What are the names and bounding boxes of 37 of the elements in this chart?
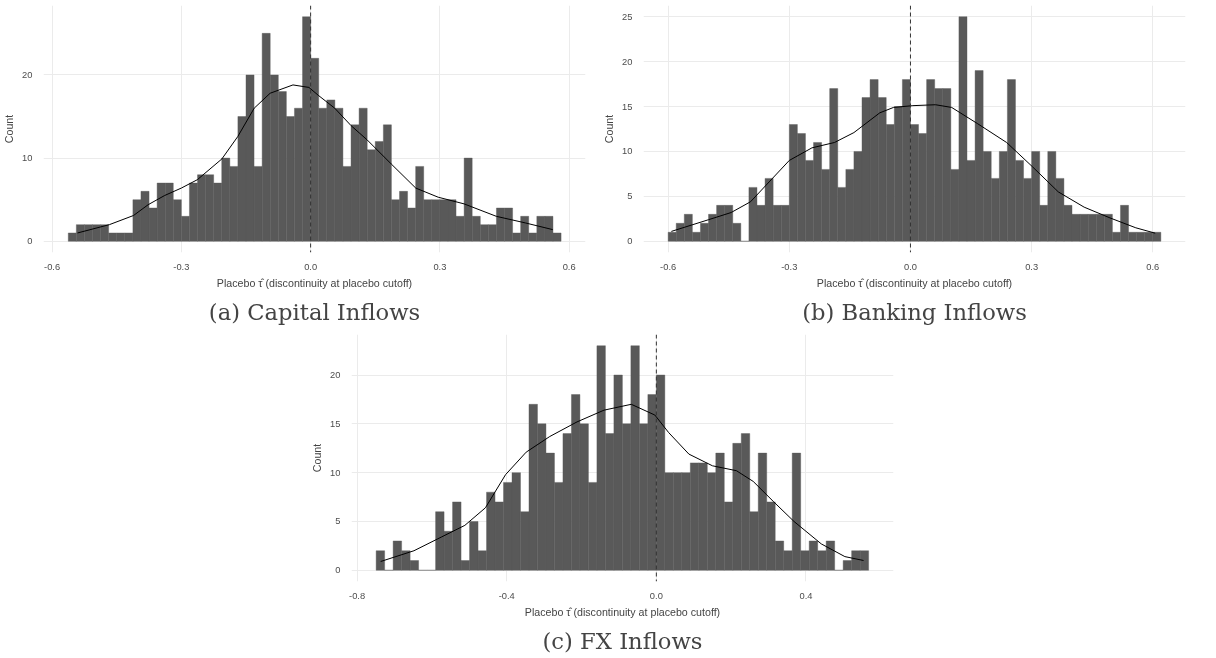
x-tick-label: -0.6 <box>44 261 61 272</box>
y-tick-label: 15 <box>330 418 341 429</box>
y-tick-label: 10 <box>22 153 33 164</box>
x-tick-label: 0.6 <box>562 261 576 272</box>
y-tick-label: 15 <box>622 101 633 112</box>
x-axis-title: Placebo τ̂ (discontinuity at placebo cutoff) <box>524 605 721 618</box>
y-tick-label: 10 <box>622 146 633 157</box>
y-tick-label: 20 <box>622 56 633 67</box>
x-tick-label: 0.3 <box>1025 261 1039 272</box>
y-tick-label: 20 <box>330 370 341 381</box>
x-axis-title: Placebo τ̂ (discontinuity at placebo cutoff) <box>816 276 1013 289</box>
x-tick-label: 0.0 <box>903 261 917 272</box>
y-tick-label: 5 <box>335 516 341 527</box>
x-tick-label: 0.0 <box>649 590 663 601</box>
x-tick-label: -0.3 <box>173 261 190 272</box>
y-tick-label: 20 <box>22 69 33 80</box>
x-tick-label: -0.3 <box>781 261 798 272</box>
x-tick-label: -0.4 <box>498 590 515 601</box>
y-axis-title: Count <box>3 114 16 144</box>
x-axis-title: Placebo τ̂ (discontinuity at placebo cutoff) <box>216 276 413 289</box>
y-tick-label: 5 <box>627 191 633 202</box>
x-tick-label: 0.0 <box>304 261 318 272</box>
x-tick-label: -0.8 <box>349 590 366 601</box>
x-tick-label: 0.4 <box>799 590 813 601</box>
x-tick-label: 0.3 <box>433 261 447 272</box>
x-tick-label: -0.6 <box>660 261 677 272</box>
y-axis-title: Count <box>311 443 324 473</box>
y-tick-label: 25 <box>622 11 633 22</box>
y-tick-label: 0 <box>627 236 633 247</box>
text: (a) Capital Inflows <box>208 298 421 325</box>
y-axis-title: Count <box>603 114 616 144</box>
text: (b) Banking Inflows <box>802 298 1027 325</box>
y-tick-label: 0 <box>335 565 341 576</box>
y-tick-label: 10 <box>330 467 341 478</box>
text: (c) FX Inflows <box>542 627 703 654</box>
y-tick-label: 0 <box>27 236 33 247</box>
x-tick-label: 0.6 <box>1146 261 1160 272</box>
